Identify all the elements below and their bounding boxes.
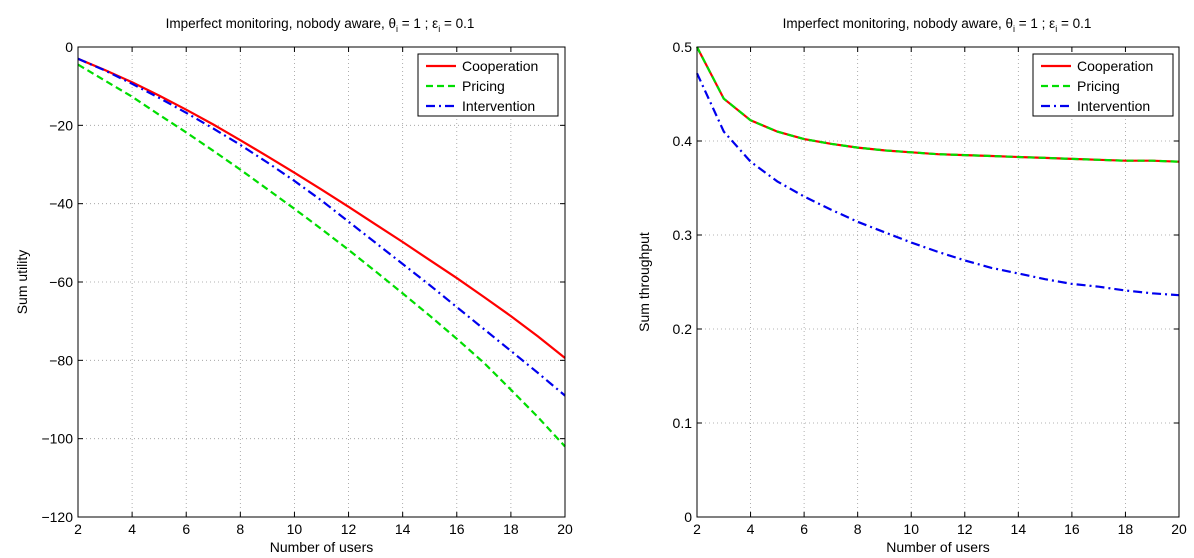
x-tick-label: 12 bbox=[957, 521, 973, 537]
x-tick-label: 14 bbox=[395, 521, 411, 537]
x-axis-label: Number of users bbox=[886, 539, 989, 555]
x-tick-label: 8 bbox=[236, 521, 244, 537]
y-tick-labels: 0 −20 −40 −60 −80 −100 −120 bbox=[41, 39, 73, 525]
x-tick-label: 18 bbox=[1118, 521, 1134, 537]
y-tick-label: −120 bbox=[41, 509, 73, 525]
x-tick-labels: 2 4 6 8 10 12 14 16 18 20 bbox=[693, 521, 1187, 537]
y-tick-label: −100 bbox=[41, 431, 73, 447]
y-tick-label: 0.3 bbox=[673, 227, 693, 243]
y-tick-labels: 0 0.1 0.2 0.3 0.4 0.5 bbox=[673, 39, 693, 525]
series-group bbox=[77, 57, 566, 448]
grid bbox=[77, 46, 566, 518]
series-line-intervention bbox=[696, 72, 1180, 297]
x-tick-label: 8 bbox=[854, 521, 862, 537]
legend-label: Intervention bbox=[1077, 98, 1150, 114]
y-axis-label: Sum utility bbox=[14, 250, 30, 315]
legend-label: Pricing bbox=[462, 78, 505, 94]
y-tick-label: −80 bbox=[49, 352, 73, 368]
y-tick-label: 0.4 bbox=[673, 133, 693, 149]
legend-label: Pricing bbox=[1077, 78, 1120, 94]
x-tick-label: 10 bbox=[287, 521, 303, 537]
x-tick-label: 2 bbox=[74, 521, 82, 537]
x-tick-label: 4 bbox=[128, 521, 136, 537]
y-tick-label: −60 bbox=[49, 274, 73, 290]
x-tick-label: 20 bbox=[557, 521, 573, 537]
x-tick-label: 4 bbox=[747, 521, 755, 537]
x-axis-label: Number of users bbox=[270, 539, 373, 555]
x-tick-label: 10 bbox=[903, 521, 919, 537]
series-line-intervention bbox=[77, 57, 566, 397]
ticks bbox=[696, 46, 1180, 518]
y-tick-label: −40 bbox=[49, 196, 73, 212]
y-tick-label: 0.5 bbox=[673, 39, 693, 55]
y-tick-label: 0.2 bbox=[673, 321, 693, 337]
x-tick-label: 20 bbox=[1171, 521, 1187, 537]
y-tick-label: −20 bbox=[49, 117, 73, 133]
sum-utility-chart: Imperfect monitoring, nobody aware, θi =… bbox=[14, 16, 573, 555]
plot-frame bbox=[696, 46, 1180, 518]
legend-label: Cooperation bbox=[462, 58, 538, 74]
sum-throughput-chart: Imperfect monitoring, nobody aware, θi =… bbox=[636, 16, 1187, 555]
x-tick-label: 2 bbox=[693, 521, 701, 537]
x-tick-label: 16 bbox=[449, 521, 465, 537]
chart-title: Imperfect monitoring, nobody aware, θi =… bbox=[166, 16, 475, 34]
y-axis-label: Sum throughput bbox=[636, 232, 652, 332]
x-tick-labels: 2 4 6 8 10 12 14 16 18 20 bbox=[74, 521, 573, 537]
legend-label: Intervention bbox=[462, 98, 535, 114]
grid bbox=[696, 46, 1180, 518]
y-tick-label: 0 bbox=[65, 39, 73, 55]
chart-title: Imperfect monitoring, nobody aware, θi =… bbox=[783, 16, 1092, 34]
y-tick-label: 0 bbox=[684, 509, 692, 525]
series-group bbox=[696, 46, 1180, 297]
series-line-pricing bbox=[77, 63, 566, 448]
x-tick-label: 6 bbox=[800, 521, 808, 537]
ticks bbox=[77, 46, 566, 518]
plot-frame bbox=[77, 46, 566, 518]
x-tick-label: 12 bbox=[341, 521, 357, 537]
legend-label: Cooperation bbox=[1077, 58, 1153, 74]
x-tick-label: 18 bbox=[503, 521, 519, 537]
x-tick-label: 16 bbox=[1064, 521, 1080, 537]
x-tick-label: 14 bbox=[1011, 521, 1027, 537]
legend: Cooperation Pricing Intervention bbox=[1032, 53, 1174, 117]
legend: Cooperation Pricing Intervention bbox=[417, 53, 559, 117]
series-line-pricing bbox=[696, 46, 1180, 163]
series-line-cooperation bbox=[77, 57, 566, 359]
y-tick-label: 0.1 bbox=[673, 415, 693, 431]
x-tick-label: 6 bbox=[182, 521, 190, 537]
